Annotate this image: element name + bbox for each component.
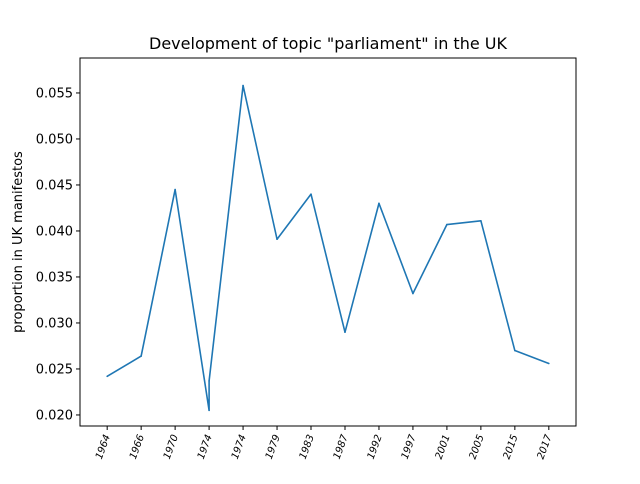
data-point [208,409,210,412]
data-point [480,220,482,222]
y-axis-label: proportion in UK manifestos [11,151,26,333]
data-point [276,238,278,241]
chart-title: Development of topic "parliament" in the… [149,34,507,53]
data-point [242,84,244,87]
y-tick-label: 0.045 [36,178,73,193]
y-tick-label: 0.055 [36,86,73,101]
data-point [378,202,380,205]
y-tick-label: 0.030 [36,316,73,331]
data-point [548,362,550,365]
y-tick-label: 0.025 [36,362,73,377]
data-point [208,380,210,382]
y-tick-label: 0.020 [36,408,73,423]
data-point [514,349,516,352]
y-tick-label: 0.040 [36,224,73,239]
data-point [140,355,142,357]
data-point [446,223,448,226]
y-tick-label: 0.035 [36,270,73,285]
y-tick-label: 0.050 [36,132,73,147]
data-point [344,331,346,333]
data-point [310,193,312,195]
data-point [412,292,414,295]
data-point [174,188,176,191]
plot-area-frame [79,57,577,427]
data-point [106,375,108,378]
